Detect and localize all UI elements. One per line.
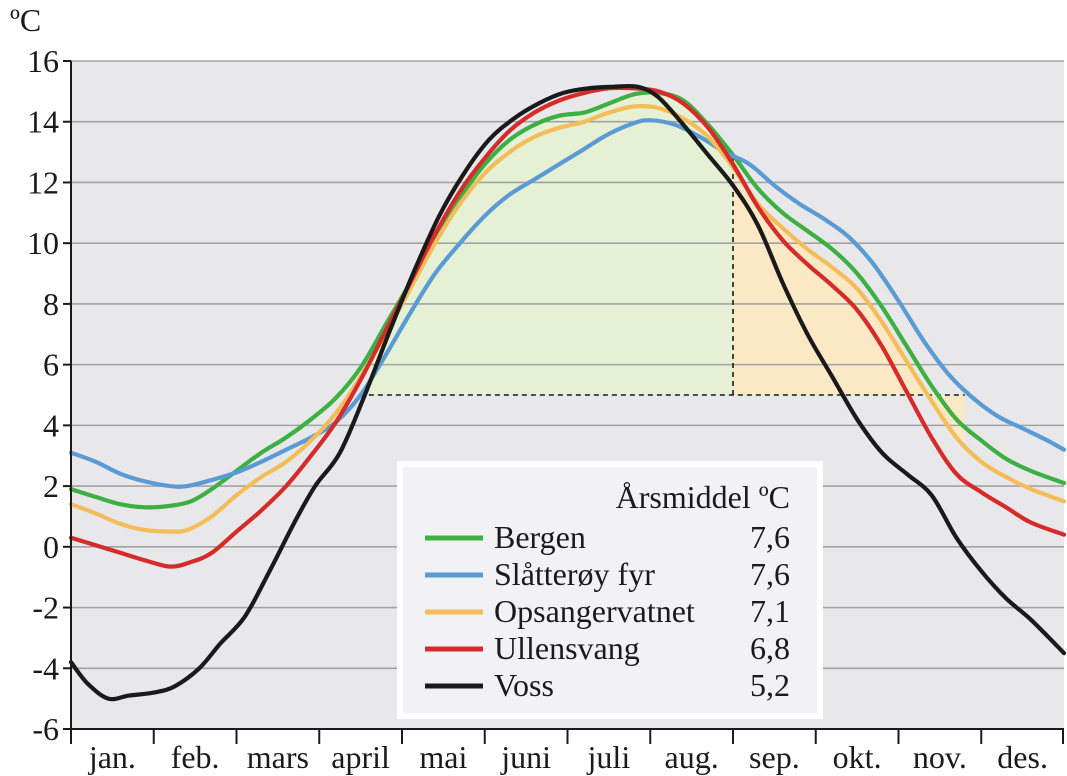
month-label: okt. (833, 739, 882, 775)
y-tick-label: 10 (27, 225, 59, 261)
month-label: des. (997, 739, 1048, 775)
month-label: juli (587, 739, 631, 775)
y-tick-label: 16 (27, 43, 59, 79)
month-label: juni (500, 739, 551, 775)
legend-items: Bergen 7,6 Slåtterøy fyr 7,6 Opsangervatnet 7… (425, 519, 790, 703)
threshold-lines (368, 155, 965, 396)
y-tick-label: 2 (43, 468, 59, 504)
legend-box (397, 461, 823, 719)
y-tick-label: 4 (43, 407, 59, 443)
legend-header: Årsmiddel ºC (616, 479, 790, 515)
y-tick-label: 0 (43, 529, 59, 565)
month-label: mai (419, 739, 467, 775)
legend-annual-mean: 6,8 (750, 630, 790, 666)
axes (63, 60, 1064, 744)
legend-label: Opsangervatnet (494, 593, 695, 629)
legend-label: Bergen (494, 519, 586, 555)
legend-label: Slåtterøy fyr (494, 556, 655, 592)
legend-annual-mean: 7,1 (750, 593, 790, 629)
legend-label: Voss (494, 667, 554, 703)
month-label: jan. (88, 739, 136, 775)
y-tick-label: 14 (27, 104, 59, 140)
y-tick-label: 12 (27, 164, 59, 200)
legend-annual-mean: 7,6 (750, 519, 790, 555)
month-label: nov. (913, 739, 967, 775)
month-label: feb. (171, 739, 220, 775)
y-tick-label: 6 (43, 347, 59, 383)
y-axis-unit-label: ºC (10, 2, 41, 38)
month-label: april (331, 739, 390, 775)
series-line-opsangervatnet (68, 104, 1067, 534)
legend-label: Ullensvang (494, 630, 640, 666)
month-label: mars (247, 739, 309, 775)
series-lines (68, 83, 1067, 702)
y-tick-label: -4 (32, 650, 59, 686)
y-tick-labels: -6 -4 -2 0 2 4 6 8 10 12 14 16 (27, 43, 59, 747)
month-label: sep. (749, 739, 800, 775)
month-label: aug. (665, 739, 719, 775)
legend-annual-mean: 5,2 (750, 667, 790, 703)
legend-annual-mean: 7,6 (750, 556, 790, 592)
y-tick-label: -2 (32, 590, 59, 626)
series-line-sl-tter-y-fyr (68, 118, 1067, 489)
x-tick-labels: jan. feb. mars april mai juni juli aug. sep. okt.… (88, 739, 1048, 775)
legend: Årsmiddel ºC Bergen 7,6 Slåtterøy fyr 7,6 Op… (397, 461, 823, 719)
y-tick-label: -6 (32, 711, 59, 747)
series-line-voss (68, 83, 1067, 702)
series-line-ullensvang (68, 85, 1067, 569)
y-tick-label: 8 (43, 286, 59, 322)
